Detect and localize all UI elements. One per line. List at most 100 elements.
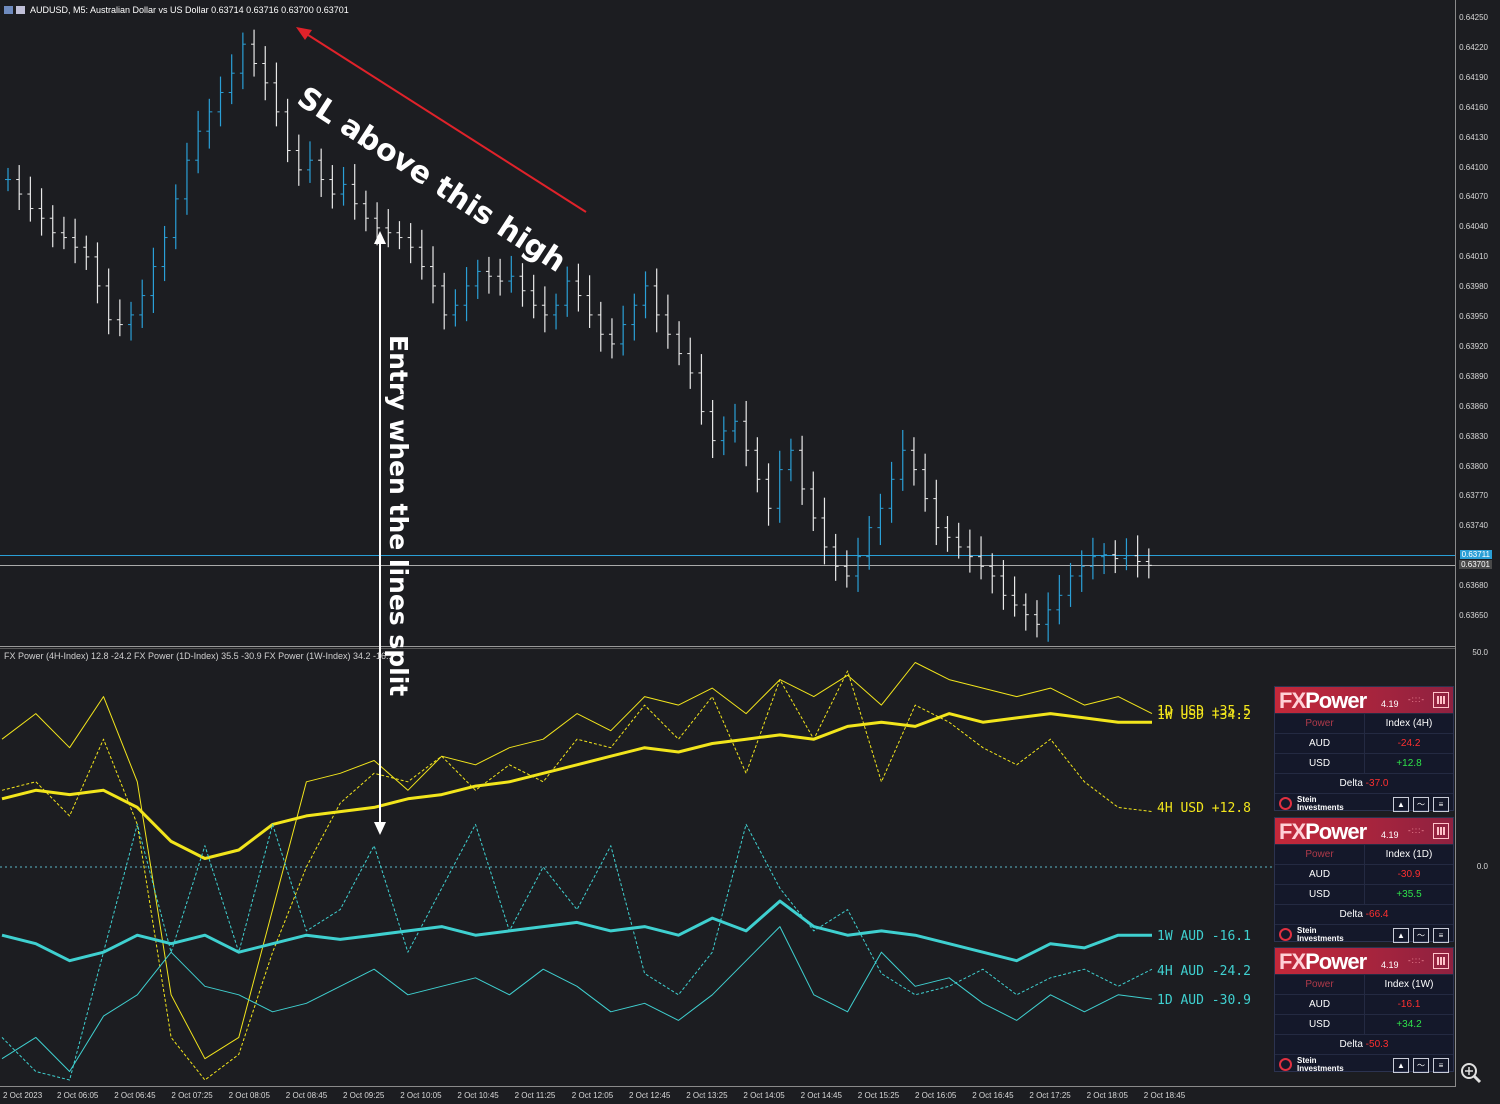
fxpower-panel-4h[interactable]: FXPower 4.19 -:::- Power Index (4H) AUD -2… [1274, 686, 1454, 814]
panel-footer: Stein Investments ▲ 〜 ≡ [1275, 793, 1453, 814]
time-axis-label: 2 Oct 09:25 [343, 1091, 385, 1100]
panel-menu-icon[interactable] [1433, 823, 1449, 839]
panel-header: FXPower 4.19 -:::- [1275, 948, 1453, 974]
delta-value: -66.4 [1365, 909, 1389, 920]
panel-brand: FXPower [1279, 688, 1367, 713]
stein-logo-icon [1279, 928, 1292, 941]
label-usd-1d: 1D USD +35.5 [1157, 704, 1251, 719]
currency-aud: AUD [1275, 734, 1365, 753]
chart-type-icon [16, 6, 25, 14]
sl-arrowhead [296, 27, 312, 40]
price-axis-label: 0.63740 [1459, 521, 1488, 531]
time-axis-label: 2 Oct 11:25 [514, 1091, 556, 1100]
panel-chart-icon: -:::- [1408, 826, 1425, 835]
time-axis-label: 2 Oct 07:25 [171, 1091, 213, 1100]
fxpower-panel-1d[interactable]: FXPower 4.19 -:::- Power Index (1D) AUD -3… [1274, 817, 1454, 945]
price-axis-label: 0.64250 [1459, 13, 1488, 22]
delta-row: Delta -37.0 [1275, 773, 1453, 793]
price-axis-label: 0.64220 [1459, 42, 1488, 52]
label-aud-4h: 4H AUD -24.2 [1157, 964, 1251, 979]
price-axis-label: 0.64100 [1459, 162, 1488, 172]
price-axis-label: 0.63890 [1459, 371, 1488, 381]
price-axis-label: 0.64070 [1459, 192, 1488, 202]
panel-chart-icon: -:::- [1408, 695, 1425, 704]
stein-brand: Stein Investments [1297, 795, 1344, 812]
time-axis-label: 2 Oct 17:25 [1029, 1091, 1071, 1100]
series-line-1d-aud [1, 926, 1153, 1072]
series-line-1w-aud [1, 899, 1152, 963]
time-axis-label: 2 Oct 16:05 [915, 1091, 957, 1100]
series-line-4h-aud [1, 823, 1153, 1081]
time-axis-label: 2 Oct 15:25 [857, 1091, 900, 1100]
chart-header: AUDUSD, M5: Australian Dollar vs US Doll… [4, 5, 349, 15]
price-axis-label: 0.63950 [1459, 312, 1488, 321]
ohlc-values: 0.63714 0.63716 0.63700 0.63701 [211, 5, 349, 15]
panel-footer: Stein Investments ▲ 〜 ≡ [1275, 924, 1453, 945]
stein-logo-icon [1279, 797, 1292, 810]
stein-brand: Stein Investments [1297, 926, 1344, 943]
col-index-header: Index (1W) [1384, 979, 1434, 990]
series-line-4h-usd [1, 670, 1153, 1081]
delta-value: -50.3 [1365, 1039, 1389, 1050]
panel-menu-icon[interactable] [1433, 953, 1449, 969]
time-axis-label: 2 Oct 13:25 [686, 1091, 728, 1100]
time-axis-label: 2 Oct 10:05 [400, 1091, 442, 1100]
time-axis-label: 2 Oct 06:45 [114, 1091, 156, 1100]
time-axis-label: 2 Oct 10:45 [457, 1091, 499, 1100]
value-aud: -24.2 [1397, 738, 1421, 749]
value-usd: +35.5 [1396, 889, 1422, 900]
entry-arrowhead-up [374, 231, 386, 244]
panel-brand: FXPower [1279, 819, 1367, 844]
entry-annotation: Entry when the lines split [384, 335, 413, 697]
time-axis-label: 2 Oct 06:05 [57, 1091, 99, 1100]
time-axis-label: 2 Oct 12:05 [571, 1091, 614, 1100]
price-axis-label: 0.63830 [1459, 431, 1488, 441]
stein-logo-icon [1279, 1058, 1292, 1071]
price-axis-label: 0.63860 [1459, 401, 1488, 411]
chart-line-icon[interactable]: 〜 [1413, 1058, 1429, 1073]
value-usd: +12.8 [1396, 758, 1422, 769]
indicator-axis-zero: 0.0 [1476, 862, 1488, 871]
value-aud: -30.9 [1397, 869, 1421, 880]
label-usd-1w: 1W USD +34.2 [1157, 708, 1251, 723]
time-axis-label: 2 Oct 14:45 [800, 1091, 842, 1100]
price-axis-label: 0.63800 [1459, 461, 1488, 471]
list-icon[interactable]: ≡ [1433, 928, 1449, 943]
chart-window-icon [4, 6, 13, 14]
panel-chart-icon: -:::- [1408, 956, 1425, 965]
panel-version: 4.19 [1381, 960, 1399, 970]
symbol-line: AUDUSD, M5: Australian Dollar vs US Doll… [30, 5, 209, 15]
delta-value: -37.0 [1365, 778, 1389, 789]
list-icon[interactable]: ≡ [1433, 1058, 1449, 1073]
fxpower-panel-1w[interactable]: FXPower 4.19 -:::- Power Index (1W) AUD -1… [1274, 947, 1454, 1073]
list-icon[interactable]: ≡ [1433, 797, 1449, 812]
indicator-axis-top: 50.0 [1472, 648, 1488, 657]
series-line-1w-usd [1, 712, 1152, 860]
col-index-header: Index (4H) [1385, 718, 1433, 729]
alert-bell-icon[interactable]: ▲ [1393, 928, 1409, 943]
chart-line-icon[interactable]: 〜 [1413, 797, 1429, 812]
panel-menu-icon[interactable] [1433, 692, 1449, 708]
alert-bell-icon[interactable]: ▲ [1393, 797, 1409, 812]
panel-header: FXPower 4.19 -:::- [1275, 818, 1453, 844]
entry-arrowhead-down [374, 822, 386, 835]
currency-usd: USD [1275, 754, 1365, 773]
last-price-badge: 0.63701 [1459, 560, 1492, 569]
time-axis-label: 2 Oct 08:05 [228, 1091, 270, 1100]
time-axis-label: 2 Oct 14:05 [743, 1091, 785, 1100]
price-axis-label: 0.64130 [1459, 132, 1488, 142]
zoom-icon[interactable] [1460, 1062, 1482, 1084]
panel-version: 4.19 [1381, 699, 1399, 709]
panel-brand: FXPower [1279, 949, 1367, 974]
label-aud-1d: 1D AUD -30.9 [1157, 993, 1251, 1008]
price-axis-label: 0.64190 [1459, 72, 1488, 82]
chart-line-icon[interactable]: 〜 [1413, 928, 1429, 943]
delta-row: Delta -50.3 [1275, 1034, 1453, 1054]
alert-bell-icon[interactable]: ▲ [1393, 1058, 1409, 1073]
time-axis-label: 2 Oct 08:45 [285, 1091, 328, 1100]
col-index-header: Index (1D) [1385, 849, 1433, 860]
currency-usd: USD [1275, 1015, 1365, 1034]
time-axis-label: 2 Oct 2023 [3, 1091, 43, 1100]
price-axis-label: 0.64040 [1459, 222, 1488, 232]
